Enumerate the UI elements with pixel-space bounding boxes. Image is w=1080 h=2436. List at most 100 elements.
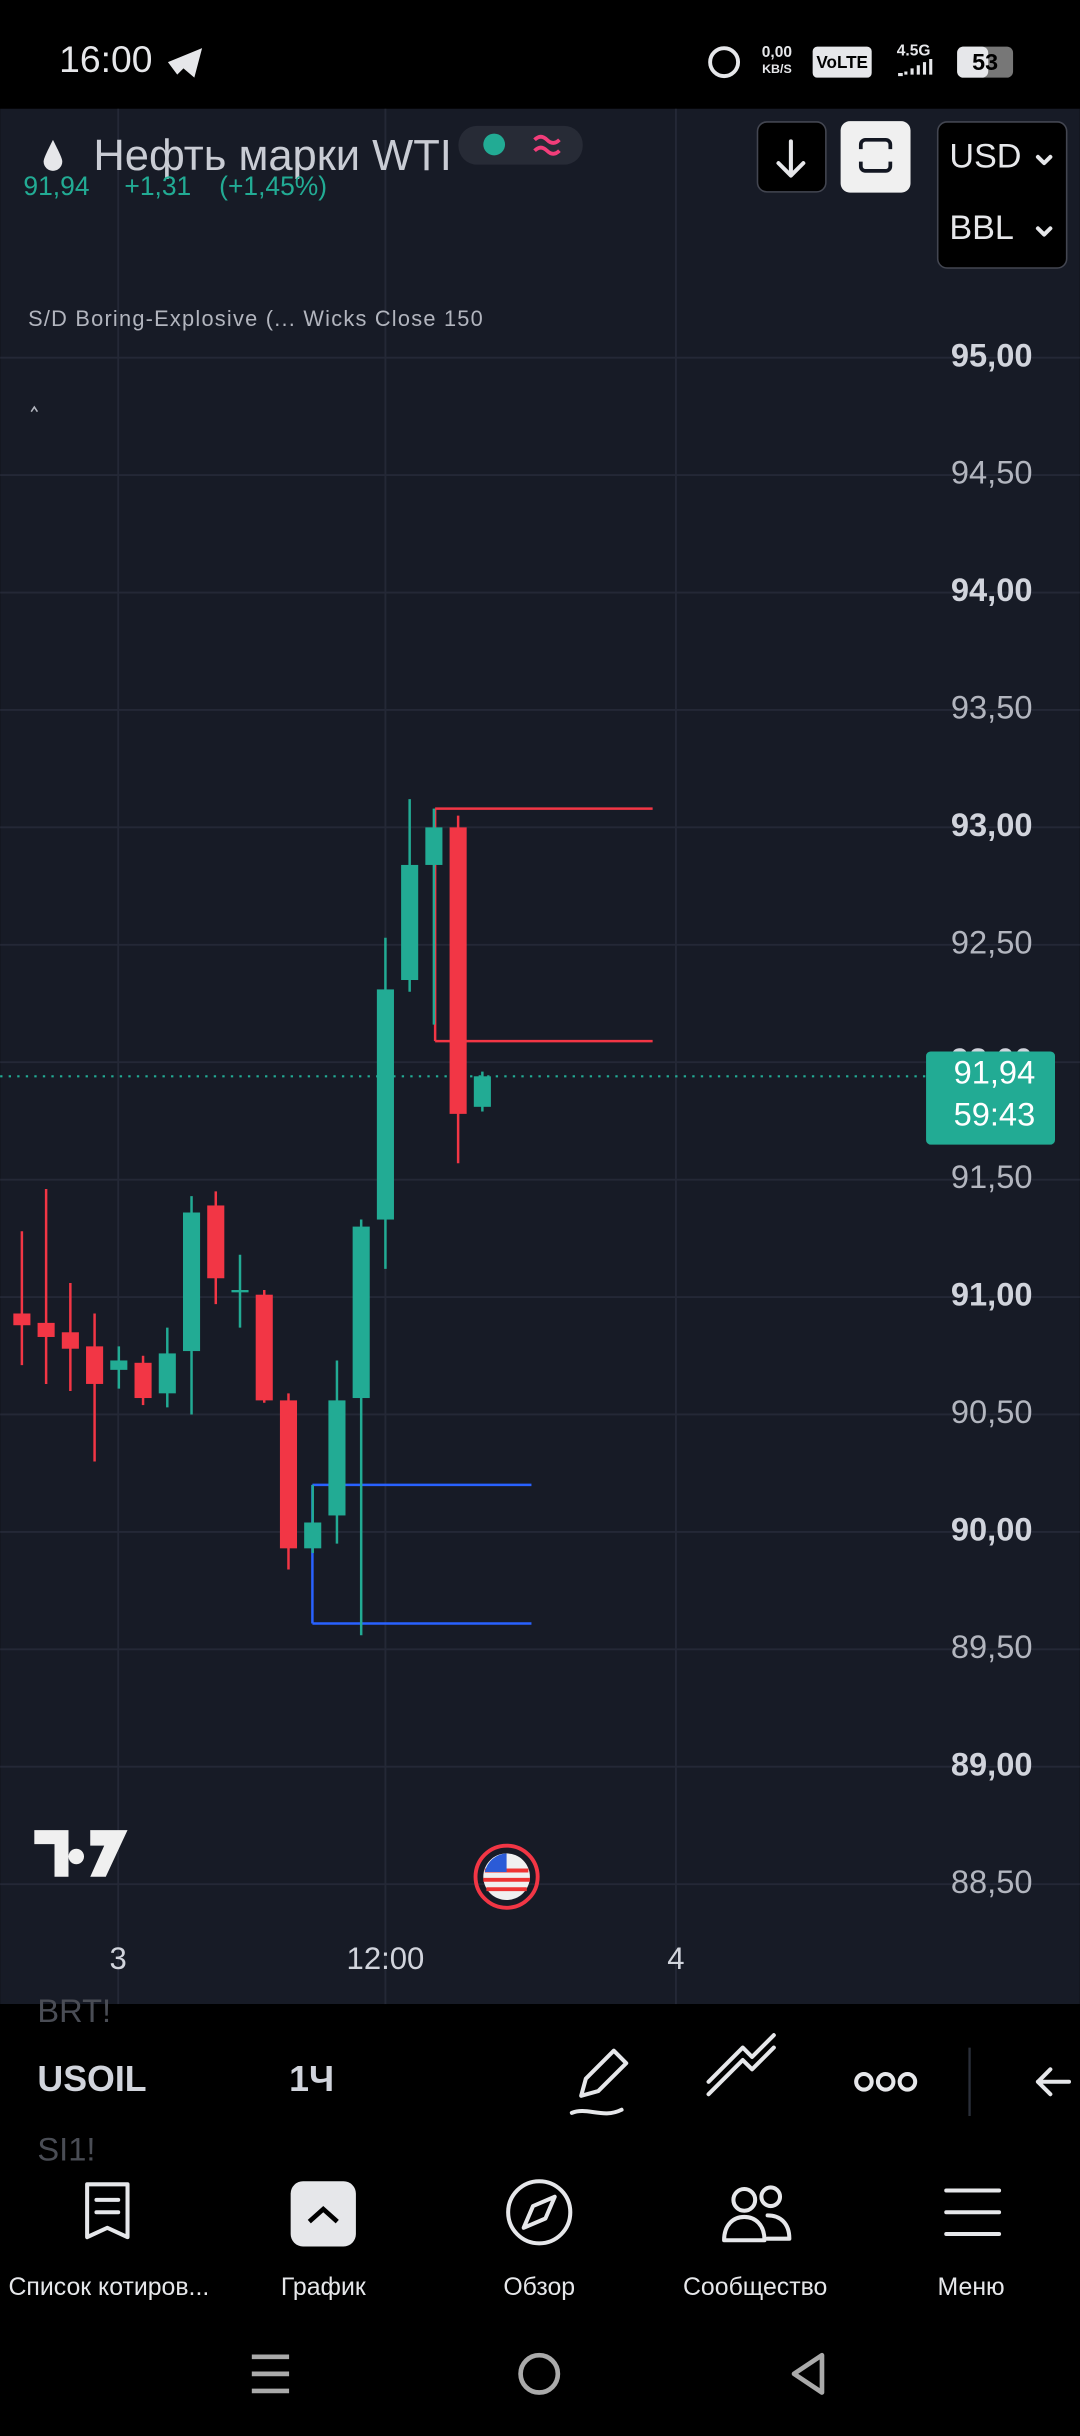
y-tick-label: 88,50 — [951, 1863, 1033, 1900]
y-tick-label: 92,50 — [951, 923, 1033, 960]
clock: 16:00 — [59, 38, 152, 80]
quote-price: 91,94 — [23, 171, 89, 201]
candle-body — [279, 1400, 298, 1549]
status-bar — [0, 0, 1080, 109]
y-tick-label: 90,00 — [951, 1511, 1033, 1548]
y-tick-label: 91,50 — [951, 1158, 1033, 1195]
nav-tab-label[interactable]: График — [281, 2274, 366, 2301]
candle-body — [449, 827, 467, 1114]
x-tick-label: 4 — [667, 1941, 684, 1976]
tradingview-logo[interactable] — [34, 1830, 128, 1877]
undo-icon[interactable] — [1035, 2067, 1072, 2097]
bottom-nav — [0, 2162, 1080, 2334]
compass-needle — [521, 2194, 557, 2230]
candle-body — [37, 1322, 55, 1337]
candle-body — [425, 827, 443, 865]
y-tick-label: 95,00 — [951, 336, 1033, 373]
prev-symbol[interactable]: BRT! — [37, 1992, 111, 2029]
menu-icon[interactable] — [944, 2188, 1002, 2237]
candle-body — [352, 1226, 370, 1399]
oil-icon — [43, 139, 63, 171]
telegram-icon — [167, 48, 203, 78]
chevron — [1035, 226, 1053, 237]
y-tick-label: 91,00 — [951, 1276, 1033, 1313]
signal-icon — [898, 59, 933, 77]
quote-change-percent: (+1,45%) — [219, 171, 327, 201]
candle-body — [61, 1332, 79, 1349]
fullscreen-button[interactable] — [840, 121, 911, 193]
y-tick-label: 89,00 — [951, 1745, 1033, 1782]
quote-change: +1,31 — [124, 171, 191, 201]
nav-tab-label[interactable]: Меню — [938, 2274, 1005, 2301]
chart-tab-icon[interactable] — [290, 2181, 356, 2247]
symbol[interactable]: USOIL — [37, 2059, 146, 2099]
price-tag-label: 91,94 — [954, 1053, 1036, 1090]
watchlist-icon[interactable] — [85, 2182, 130, 2240]
y-tick-label: 94,00 — [951, 571, 1033, 608]
candle-body — [328, 1400, 346, 1516]
currency[interactable]: USD — [949, 137, 1021, 175]
nav-tab-label[interactable]: Сообщество — [683, 2274, 827, 2301]
x-tick-label: 3 — [110, 1941, 127, 1976]
community-icon[interactable] — [722, 2185, 792, 2243]
unit[interactable]: BBL — [949, 209, 1014, 247]
network: 4.5G — [897, 42, 931, 59]
bar-countdown: 59:43 — [954, 1095, 1036, 1132]
candle-body — [231, 1290, 249, 1293]
candle-body — [13, 1313, 31, 1326]
toolbar — [0, 2004, 1080, 2163]
y-tick-label: 90,50 — [951, 1393, 1033, 1430]
alarm-icon — [708, 46, 741, 79]
candle-body — [207, 1205, 225, 1279]
draw-icon[interactable] — [569, 2048, 629, 2116]
candle-body — [158, 1353, 176, 1394]
symbol-name[interactable]: Нефть марки WTI — [93, 132, 452, 180]
candle-body — [401, 864, 419, 981]
x-tick-label: 12:00 — [347, 1941, 425, 1976]
candle-body — [376, 989, 394, 1220]
volte-badge — [812, 46, 872, 78]
explore-icon[interactable] — [506, 2179, 573, 2246]
recents-button[interactable] — [251, 2354, 290, 2394]
market-open-dot — [483, 133, 506, 156]
price-tag — [926, 1051, 1056, 1145]
flag-canton — [484, 1853, 507, 1873]
chart-area — [0, 108, 1080, 2005]
net-speed: 0,00 — [762, 44, 792, 61]
status-pill[interactable] — [458, 125, 583, 165]
net-unit: KB/S — [762, 62, 792, 76]
lines-icon[interactable] — [706, 2033, 776, 2097]
candle-body — [255, 1294, 273, 1401]
y-tick-label: 93,50 — [951, 689, 1033, 726]
plot: 95,0094,5094,0093,5093,0092,5092,0091,50… — [0, 108, 1080, 2005]
next-symbol[interactable]: SI1! — [37, 2130, 95, 2167]
y-tick-label: 89,50 — [951, 1628, 1033, 1665]
interval[interactable]: 1Ч — [289, 2059, 334, 2099]
unit-selector[interactable] — [936, 121, 1068, 269]
battery-text: 53 — [972, 49, 998, 75]
candle-body — [182, 1212, 201, 1352]
y-tick-label: 94,50 — [951, 454, 1033, 491]
volte: VoLTE — [816, 53, 868, 72]
candle-body — [86, 1346, 104, 1384]
more-icon[interactable] — [854, 2071, 918, 2092]
collapse-icon[interactable] — [30, 405, 39, 413]
indicator-label[interactable]: S/D Boring-Explosive (... Wicks Close 15… — [28, 306, 484, 331]
event-marker[interactable] — [473, 1843, 540, 1910]
back-button[interactable] — [791, 2352, 825, 2395]
candle-body — [134, 1362, 152, 1399]
delay-icon — [533, 134, 561, 156]
arrow-down-icon — [776, 139, 806, 178]
chart-tab-glyph — [307, 2206, 339, 2224]
fullscreen-icon — [858, 137, 893, 173]
chevron — [1035, 154, 1053, 166]
candle-body — [473, 1076, 491, 1107]
nav-tab-label[interactable]: Список котиров... — [8, 2274, 209, 2301]
y-tick-label: 93,00 — [951, 806, 1033, 843]
candle-body — [110, 1360, 128, 1370]
nav-tab-label[interactable]: Обзор — [503, 2274, 575, 2301]
home-button[interactable] — [518, 2352, 561, 2395]
candle-body — [304, 1522, 322, 1549]
system-nav — [0, 2333, 1080, 2436]
